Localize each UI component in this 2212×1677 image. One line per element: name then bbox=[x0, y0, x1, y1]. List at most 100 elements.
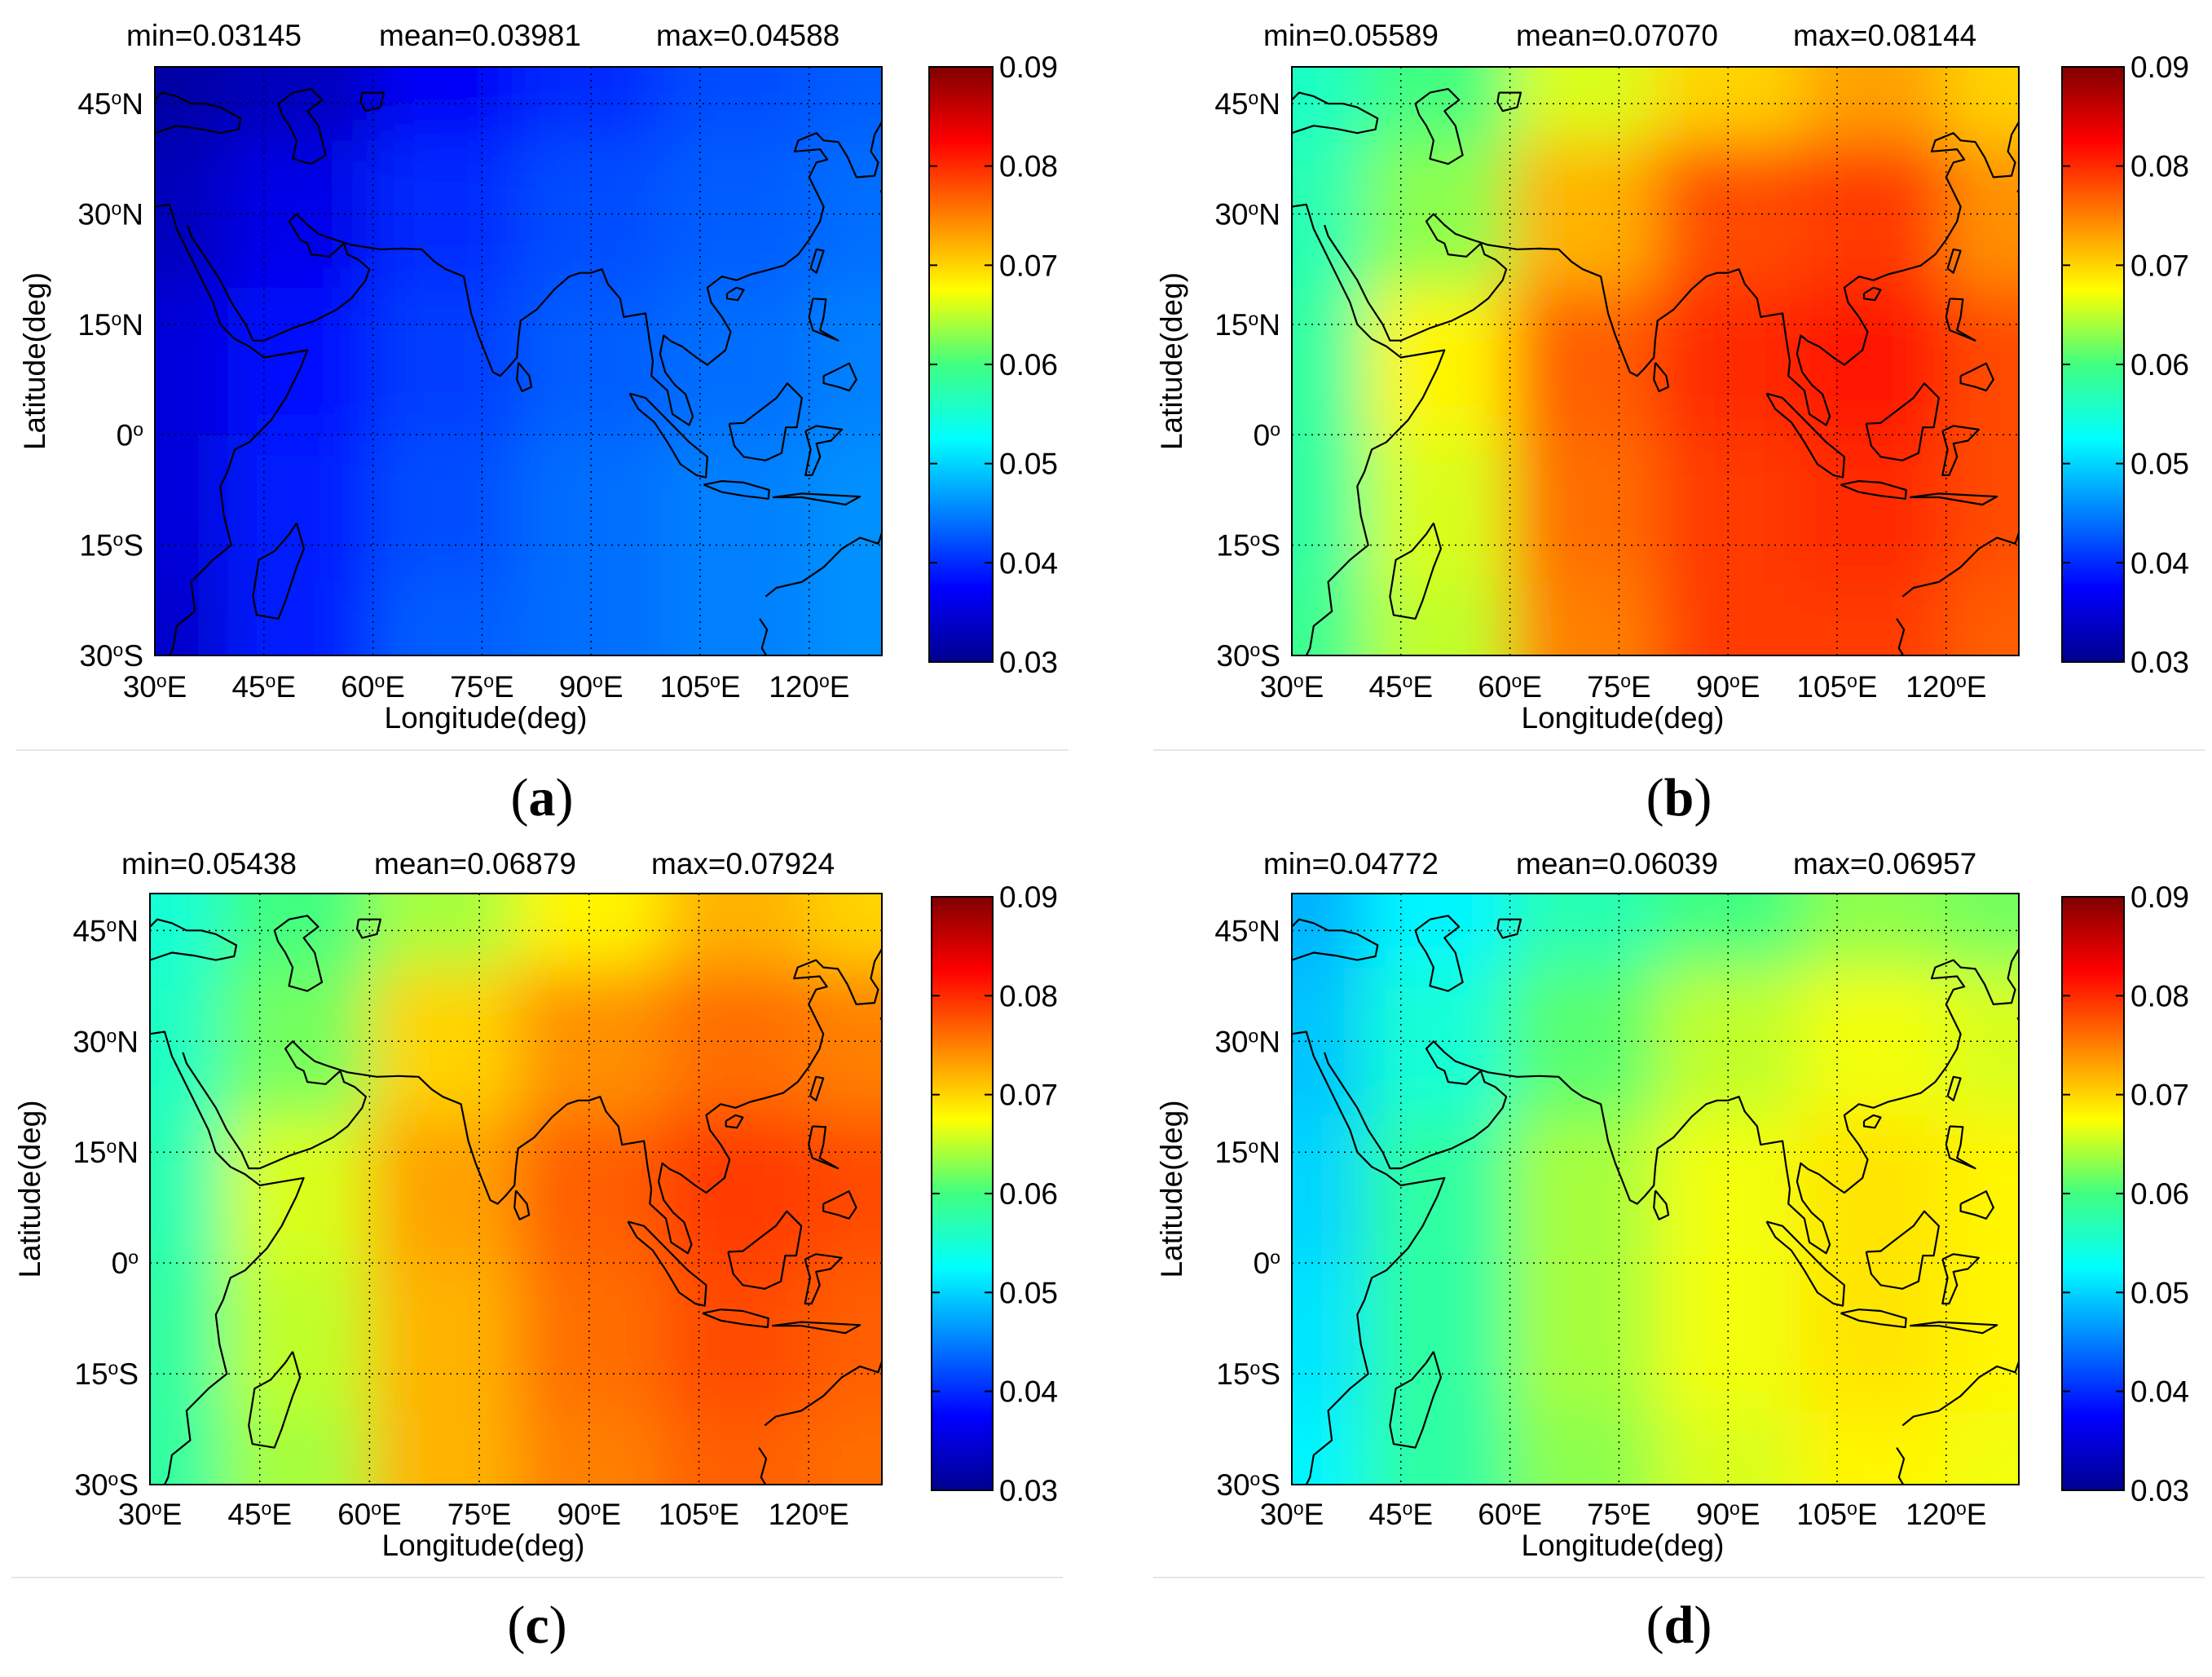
heatmap-cell bbox=[223, 967, 370, 1115]
heatmap-cell bbox=[809, 581, 882, 655]
heatmap-cell bbox=[1509, 1410, 1655, 1485]
heatmap-cell bbox=[369, 967, 516, 1115]
y-tick-label: 30oN bbox=[77, 198, 143, 232]
coastline bbox=[1862, 286, 1882, 302]
heatmap-cell bbox=[809, 1410, 882, 1485]
colorbar-tick-label: 0.09 bbox=[999, 51, 1058, 84]
coastline bbox=[1292, 1030, 1446, 1485]
heatmap-cell bbox=[518, 435, 664, 582]
x-tick-label: 120oE bbox=[769, 1498, 849, 1531]
panel-caption: (c) bbox=[507, 1595, 566, 1655]
coastline bbox=[725, 286, 745, 302]
heatmap-cell bbox=[1509, 140, 1655, 288]
heatmap-cell bbox=[1364, 894, 1510, 968]
coastline bbox=[2016, 1016, 2019, 1021]
x-tick-label: 120oE bbox=[1906, 1498, 1986, 1531]
x-axis-label: Longitude(deg) bbox=[1522, 701, 1725, 735]
heatmap-cell bbox=[1509, 287, 1655, 435]
coastline bbox=[879, 188, 882, 193]
heatmap-cell bbox=[1364, 967, 1510, 1115]
heatmap-cell bbox=[1364, 1114, 1510, 1264]
heatmap-cell bbox=[1292, 581, 1365, 655]
heatmap-cell bbox=[809, 435, 882, 582]
coastline bbox=[809, 248, 825, 274]
coastline bbox=[1941, 425, 1980, 476]
coastline bbox=[1865, 382, 1940, 461]
colorbar-gradient bbox=[2061, 66, 2125, 663]
x-tick-label: 75oE bbox=[450, 670, 514, 704]
coastline bbox=[277, 88, 327, 165]
colorbar-gradient bbox=[931, 896, 994, 1491]
heatmap-cell bbox=[1292, 967, 1365, 1115]
y-tick-label: 15oN bbox=[1214, 1136, 1280, 1169]
coastline bbox=[2016, 188, 2019, 193]
y-tick-label: 15oS bbox=[1216, 1357, 1280, 1391]
stat-max: max=0.08144 bbox=[1793, 19, 1976, 52]
coastline bbox=[879, 1016, 882, 1021]
heatmap-cell bbox=[809, 1263, 882, 1411]
x-tick-label: 45oE bbox=[231, 670, 296, 704]
colorbar-gradient bbox=[2061, 896, 2125, 1491]
coastline bbox=[1840, 480, 1907, 500]
colorbar-tick-label: 0.05 bbox=[999, 448, 1058, 481]
coastline bbox=[1292, 918, 1379, 961]
y-tick-label: 30oS bbox=[1216, 639, 1280, 673]
colorbar: 0.09 0.08 0.07 0.06 0.05 0.04 0.03 bbox=[928, 51, 1058, 679]
stat-max: max=0.04588 bbox=[656, 19, 839, 52]
coastline bbox=[703, 480, 770, 500]
colorbar-tick-label: 0.04 bbox=[2130, 1375, 2189, 1409]
coastline bbox=[1910, 492, 1998, 506]
coastline bbox=[809, 1075, 825, 1101]
colorbar-tick-label: 0.08 bbox=[999, 979, 1058, 1013]
colorbar-tick-label: 0.08 bbox=[2130, 150, 2189, 183]
heatmap-cell bbox=[372, 581, 518, 655]
x-tick-label: 105oE bbox=[659, 670, 740, 704]
coastline bbox=[182, 948, 882, 1255]
y-axis-label: Latitude(deg) bbox=[13, 1100, 46, 1278]
colorbar-tick-label: 0.09 bbox=[2130, 880, 2189, 914]
heatmap-cell bbox=[1655, 67, 1801, 141]
heatmap-cell bbox=[1364, 287, 1510, 435]
colorbar-tick-label: 0.06 bbox=[999, 1177, 1058, 1211]
heatmap-cell bbox=[662, 894, 809, 968]
x-tick-label: 60oE bbox=[337, 1498, 402, 1531]
colorbar-tick-label: 0.08 bbox=[2130, 979, 2189, 1013]
coastlines bbox=[1292, 88, 2019, 655]
colorbar-tick-label: 0.07 bbox=[999, 1079, 1058, 1112]
colorbar: 0.09 0.08 0.07 0.06 0.05 0.04 0.03 bbox=[931, 880, 1058, 1507]
y-tick-label: 30oN bbox=[73, 1025, 139, 1058]
heatmap-cell bbox=[1509, 967, 1655, 1115]
heatmap-cell bbox=[369, 894, 516, 968]
heatmap-cell bbox=[1800, 435, 1946, 582]
heatmap-cell bbox=[663, 581, 809, 655]
x-tick-label: 60oE bbox=[341, 670, 405, 704]
plot-frame bbox=[149, 893, 883, 1485]
stat-min: min=0.05438 bbox=[121, 847, 297, 880]
x-tick-label: 45oE bbox=[1368, 1498, 1433, 1531]
panel-2: min=0.05589 mean=0.07070 max=0.08144 45oN 30… bbox=[1153, 19, 2205, 827]
stat-min: min=0.04772 bbox=[1263, 847, 1439, 880]
coastline bbox=[1765, 1220, 1845, 1307]
x-tick-label: 30oE bbox=[1260, 1498, 1324, 1531]
x-tick-label: 75oE bbox=[1587, 1498, 1651, 1531]
heatmap-cell bbox=[1800, 1410, 1946, 1485]
x-tick-label: 90oE bbox=[557, 1498, 621, 1531]
x-tick-label: 120oE bbox=[1906, 670, 1986, 704]
heatmap-cell bbox=[1945, 1410, 2019, 1485]
coastline bbox=[155, 91, 242, 135]
coastline bbox=[628, 392, 708, 479]
coastline bbox=[1959, 1190, 1994, 1220]
grid-lines bbox=[1292, 894, 2019, 1485]
heatmap-cell bbox=[1800, 287, 1946, 435]
heatmap-cell bbox=[662, 967, 809, 1115]
colorbar-tick-label: 0.04 bbox=[999, 546, 1058, 580]
coastline bbox=[1840, 1309, 1907, 1329]
coastline bbox=[727, 1210, 803, 1290]
stat-mean: mean=0.06039 bbox=[1516, 847, 1718, 880]
coastline bbox=[359, 91, 386, 113]
x-tick-label: 120oE bbox=[769, 670, 849, 704]
heatmap-cell bbox=[227, 140, 373, 288]
coastline bbox=[1946, 1075, 1962, 1101]
heatmap-cell bbox=[1509, 1114, 1655, 1264]
coastline bbox=[1389, 1351, 1442, 1449]
